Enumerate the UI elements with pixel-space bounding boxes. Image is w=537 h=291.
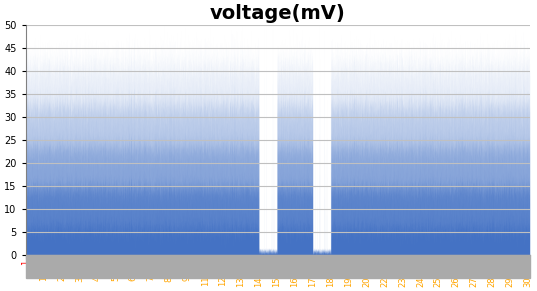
Bar bbox=[26, 255, 529, 278]
Title: voltage(mV): voltage(mV) bbox=[210, 4, 346, 23]
